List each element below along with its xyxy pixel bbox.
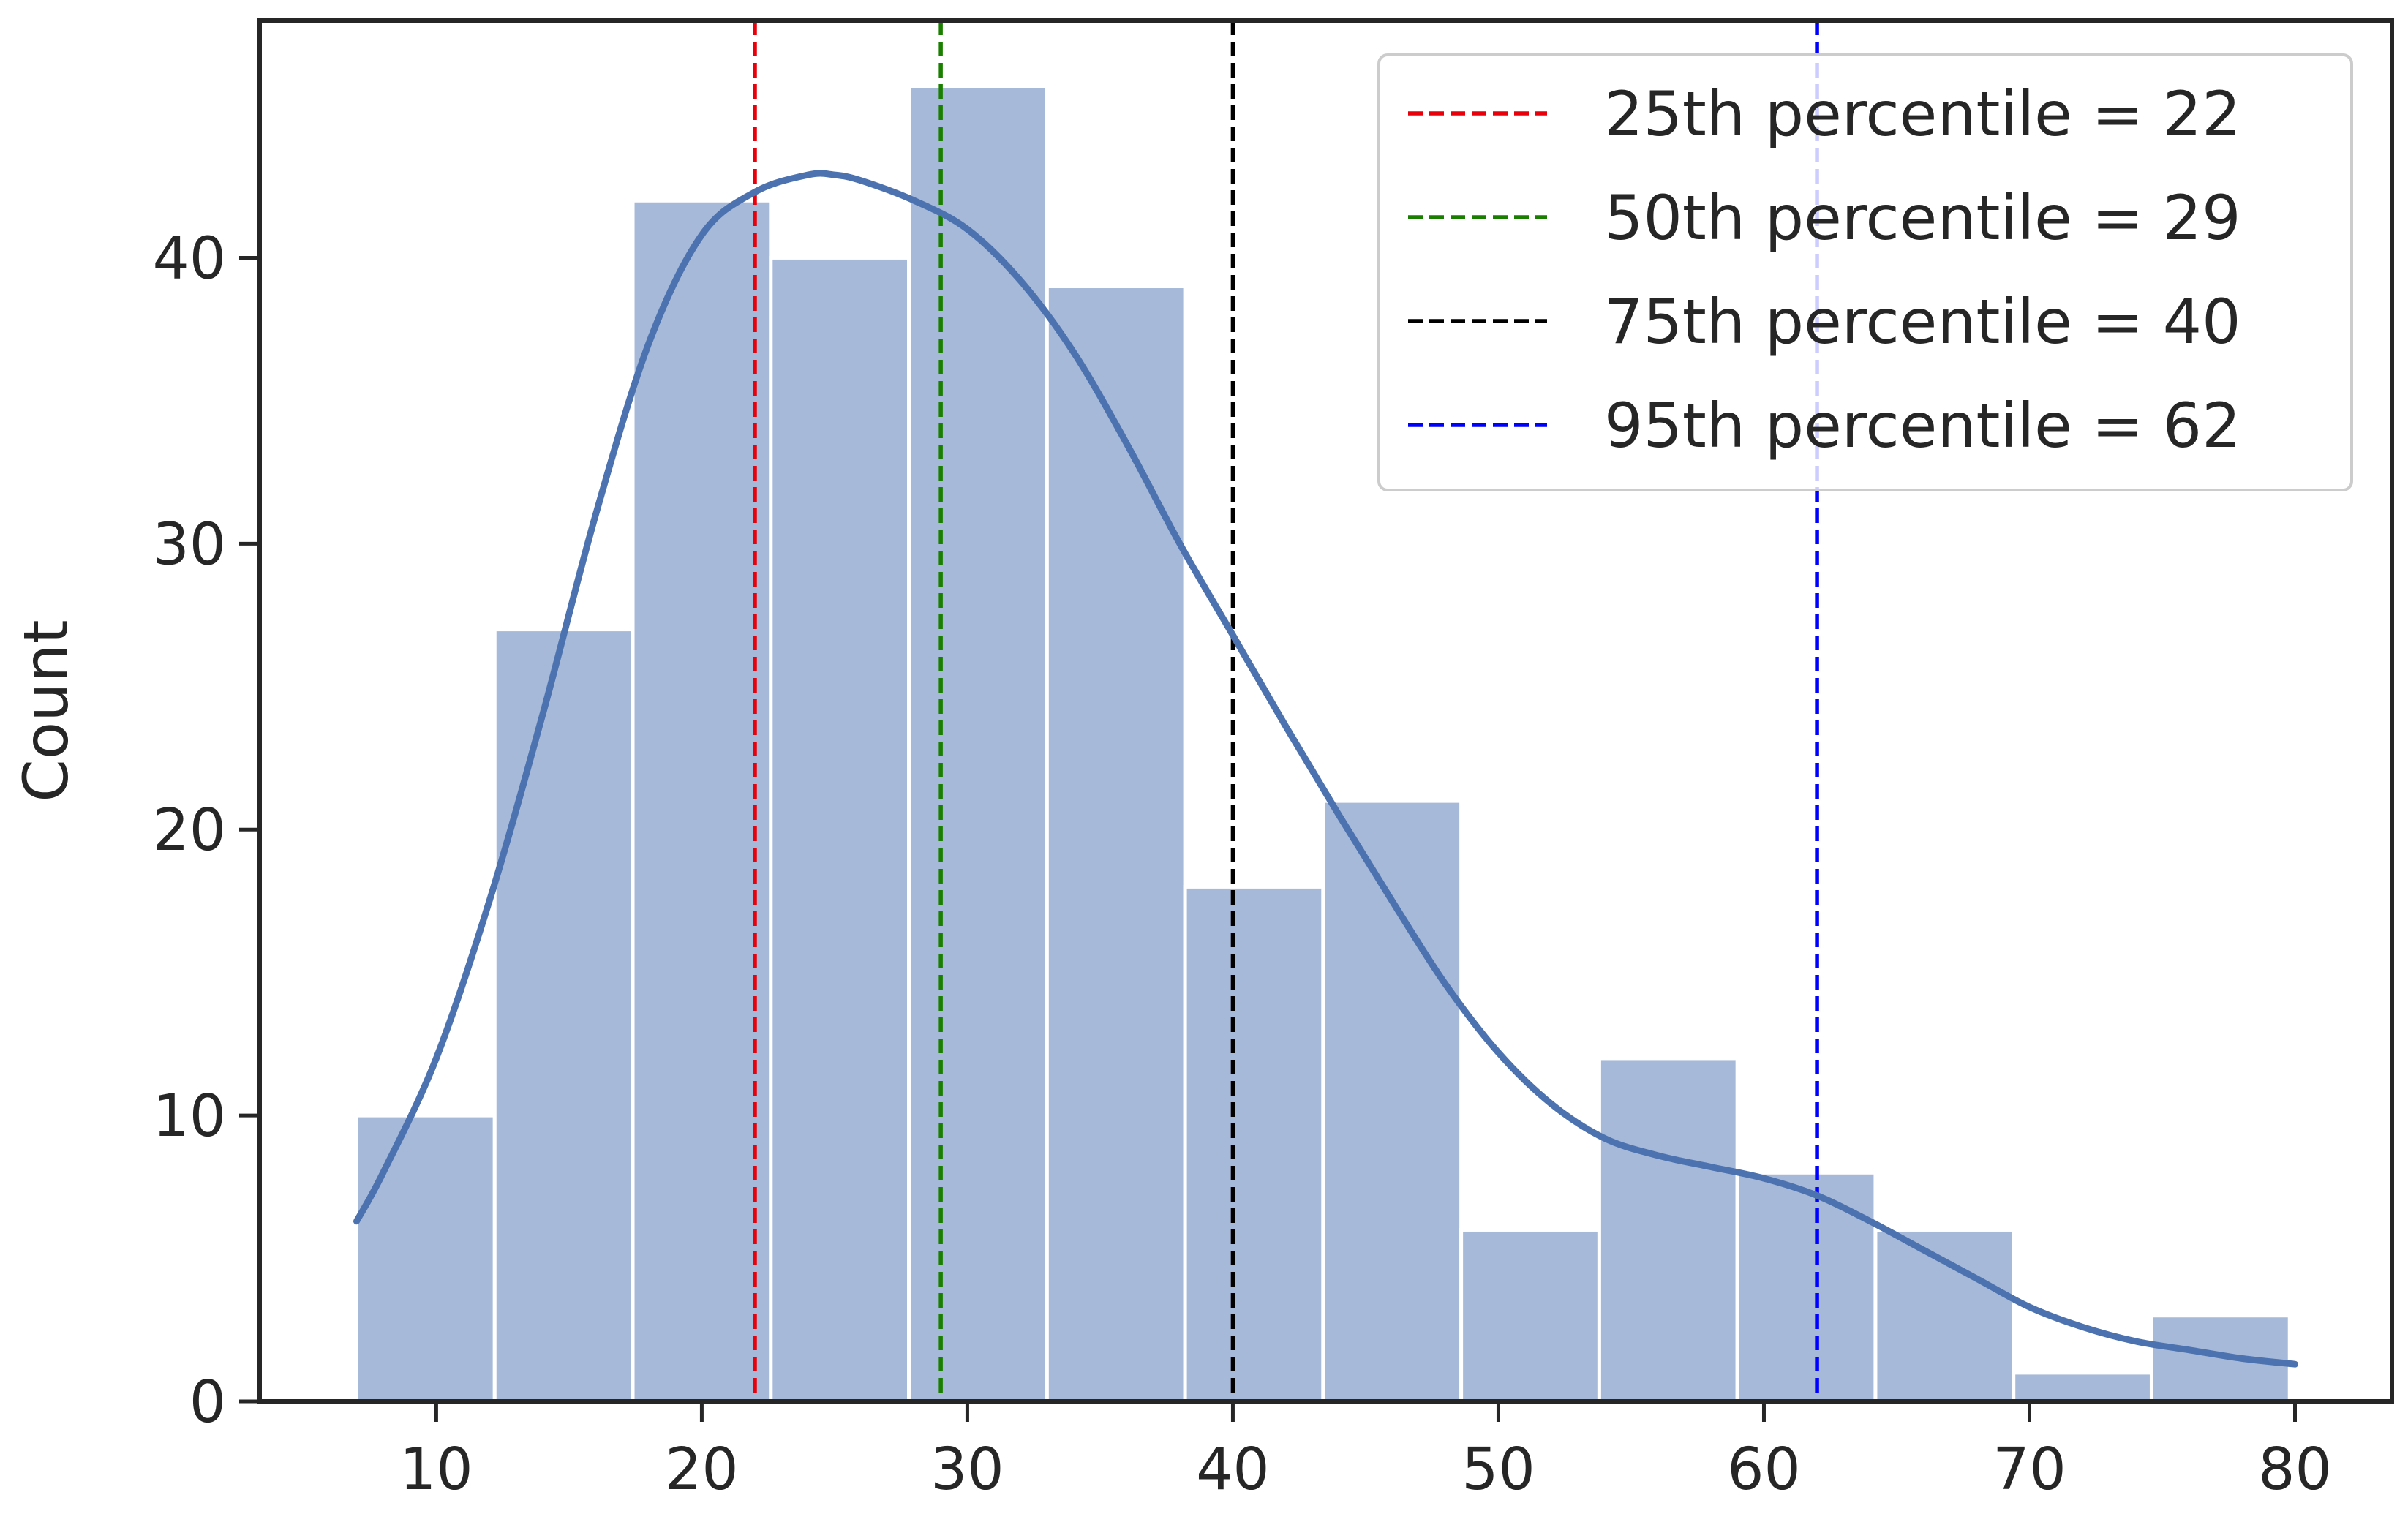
x-axis-ticks: 10 20 30 40 50 60 70 80 bbox=[399, 1401, 2332, 1503]
y-axis-label: Count bbox=[10, 619, 82, 802]
x-tick-label: 70 bbox=[1993, 1436, 2066, 1503]
x-tick-label: 30 bbox=[930, 1436, 1004, 1503]
plot-frame bbox=[257, 18, 2394, 1404]
kde-curve-layer bbox=[353, 170, 2298, 1368]
y-tick-label: 20 bbox=[152, 796, 226, 864]
legend-box bbox=[1377, 53, 2353, 491]
histogram-bar-2 bbox=[492, 628, 635, 1404]
y-tick-label: 10 bbox=[152, 1082, 226, 1150]
legend-label-2: 50th percentile = 29 bbox=[1604, 182, 2241, 254]
x-tick-label: 60 bbox=[1727, 1436, 1801, 1503]
legend-label-4: 95th percentile = 62 bbox=[1604, 390, 2241, 462]
y-axis-ticks: 0 10 20 30 40 bbox=[152, 225, 260, 1436]
histogram-bar-10 bbox=[1597, 1056, 1739, 1404]
x-tick-label: 40 bbox=[1196, 1436, 1270, 1503]
y-tick-label: 0 bbox=[189, 1368, 226, 1436]
legend: 25th percentile = 22 50th percentile = 29… bbox=[1377, 53, 2353, 491]
histogram-bar-11 bbox=[1735, 1170, 1878, 1404]
x-tick-label: 80 bbox=[2258, 1436, 2332, 1503]
y-tick-label: 30 bbox=[152, 511, 226, 578]
x-tick-label: 20 bbox=[665, 1436, 739, 1503]
histogram-bar-1 bbox=[355, 1113, 497, 1404]
histogram-bar-13 bbox=[2012, 1371, 2153, 1404]
histogram-bar-6 bbox=[1045, 285, 1187, 1404]
x-tick-label: 50 bbox=[1461, 1436, 1535, 1503]
kde-curve bbox=[353, 170, 2298, 1368]
legend-label-1: 25th percentile = 22 bbox=[1604, 78, 2241, 150]
histogram-bar-9 bbox=[1459, 1227, 1601, 1404]
histogram-bar-3 bbox=[631, 198, 773, 1404]
histogram-bar-7 bbox=[1183, 884, 1325, 1404]
y-tick-label: 40 bbox=[152, 225, 226, 292]
x-tick-label: 10 bbox=[399, 1436, 473, 1503]
histogram-bar-8 bbox=[1321, 799, 1464, 1404]
histogram-bar-4 bbox=[769, 255, 911, 1404]
legend-label-3: 75th percentile = 40 bbox=[1604, 286, 2241, 358]
histogram-bars bbox=[355, 84, 2292, 1404]
percentile-lines bbox=[753, 20, 1819, 1401]
histogram-bar-12 bbox=[1873, 1227, 2016, 1404]
